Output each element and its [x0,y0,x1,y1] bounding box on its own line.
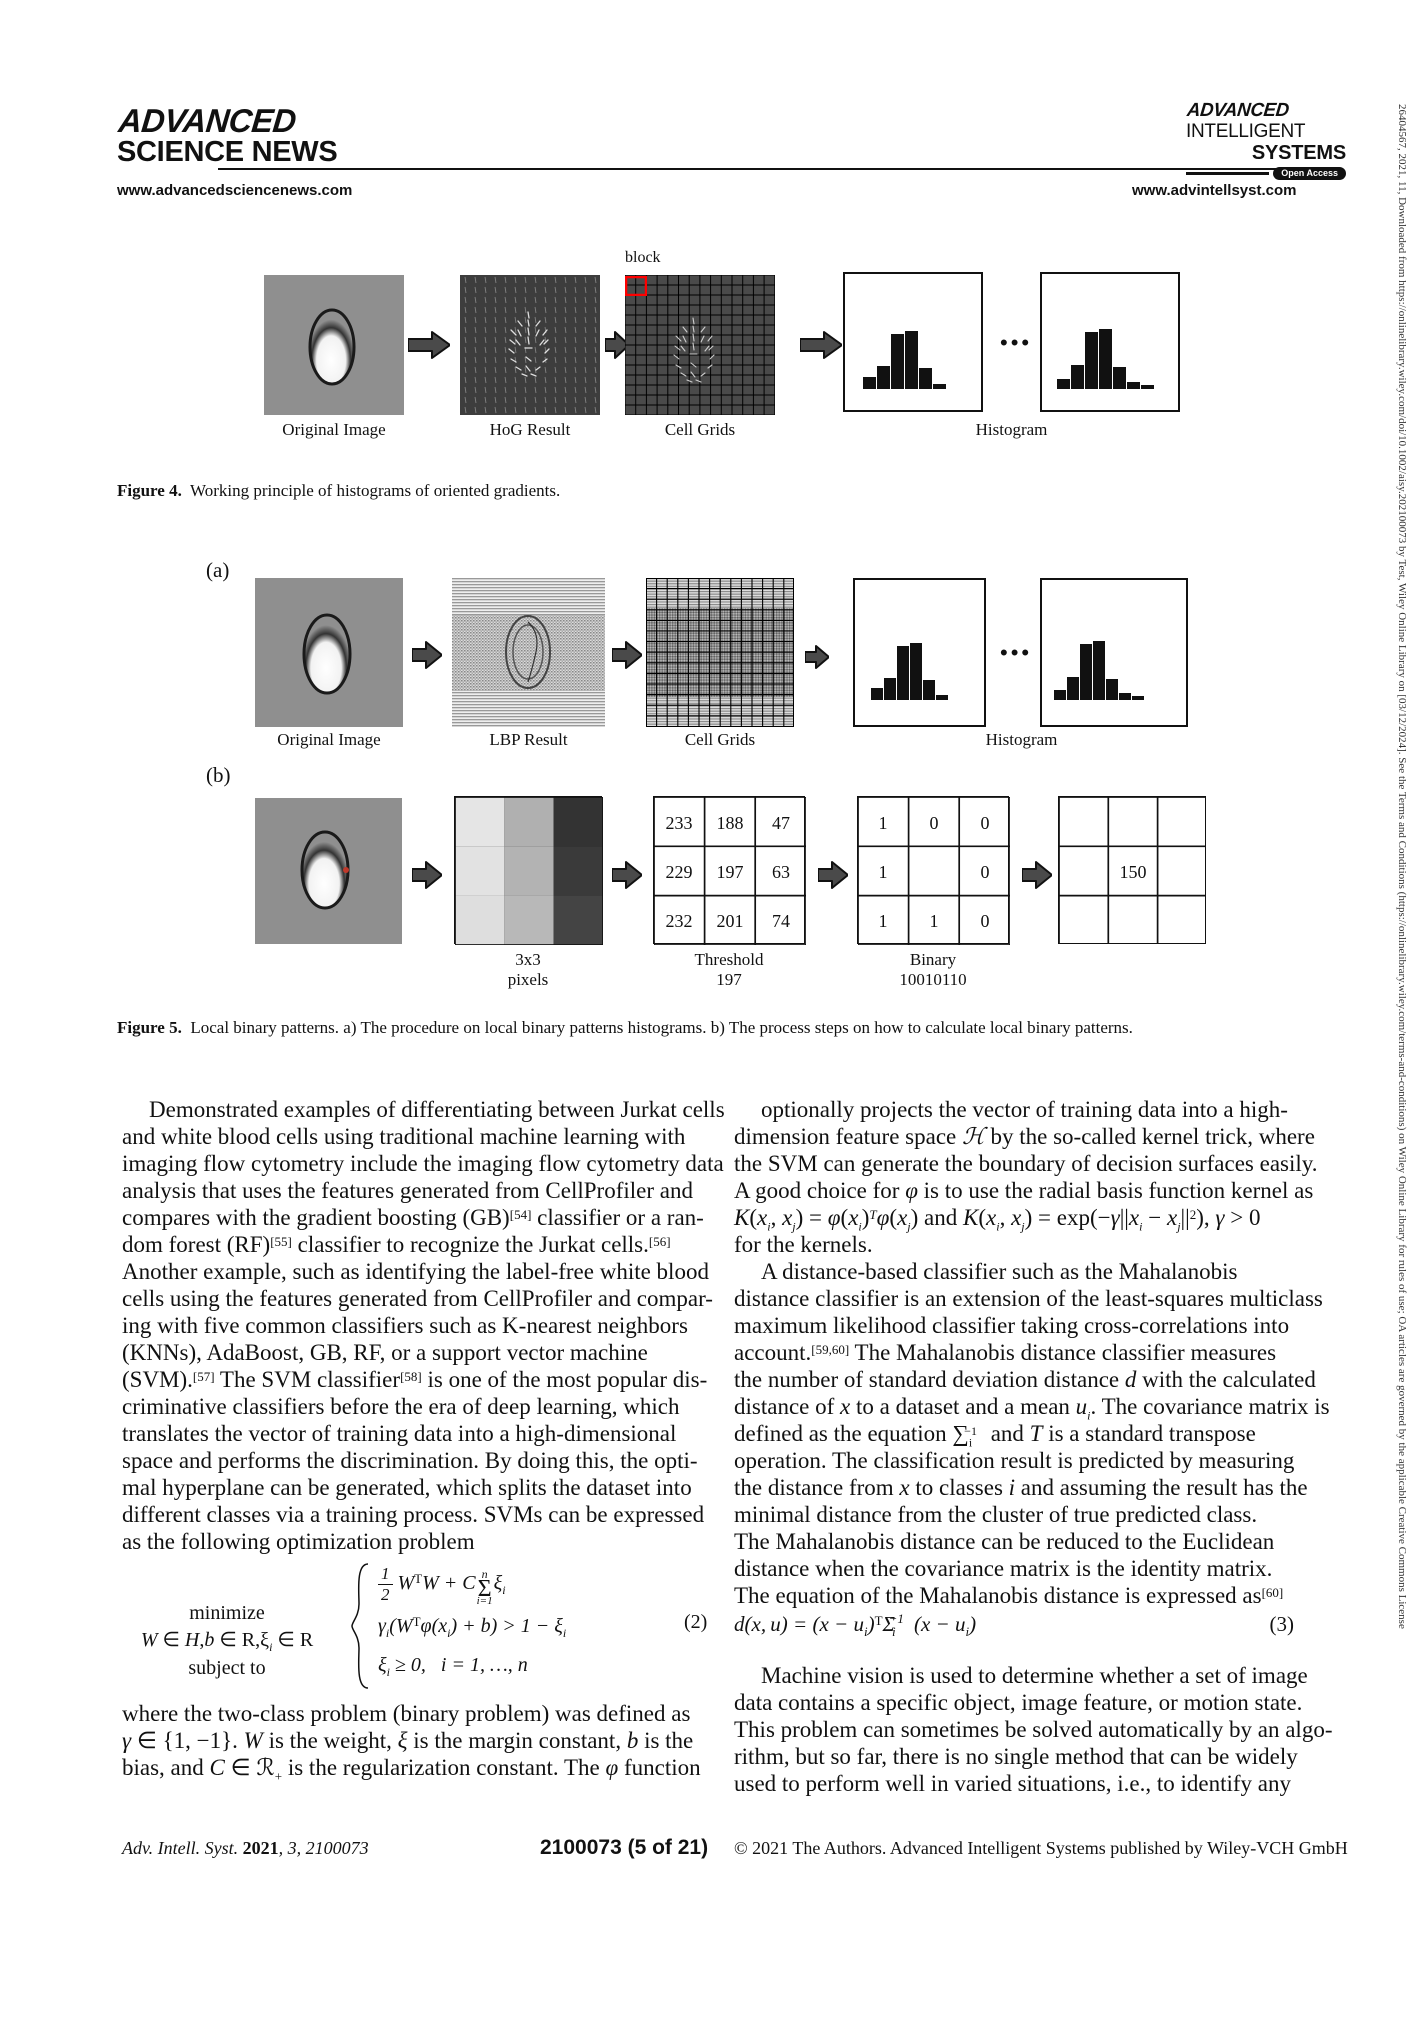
svg-text:0: 0 [981,862,990,882]
svg-text:1: 1 [879,911,888,931]
svg-text:63: 63 [772,862,790,882]
svg-text:229: 229 [666,862,693,882]
svg-text:232: 232 [666,911,693,931]
svg-text:233: 233 [666,813,693,833]
svg-text:74: 74 [772,911,790,931]
svg-text:0: 0 [930,813,939,833]
svg-text:1: 1 [930,911,939,931]
svg-text:0: 0 [981,911,990,931]
svg-text:1: 1 [879,813,888,833]
svg-text:197: 197 [717,862,744,882]
svg-text:188: 188 [717,813,744,833]
svg-text:201: 201 [717,911,744,931]
svg-text:0: 0 [981,813,990,833]
svg-text:1: 1 [879,862,888,882]
svg-text:47: 47 [772,813,790,833]
svg-text:150: 150 [1120,862,1147,882]
